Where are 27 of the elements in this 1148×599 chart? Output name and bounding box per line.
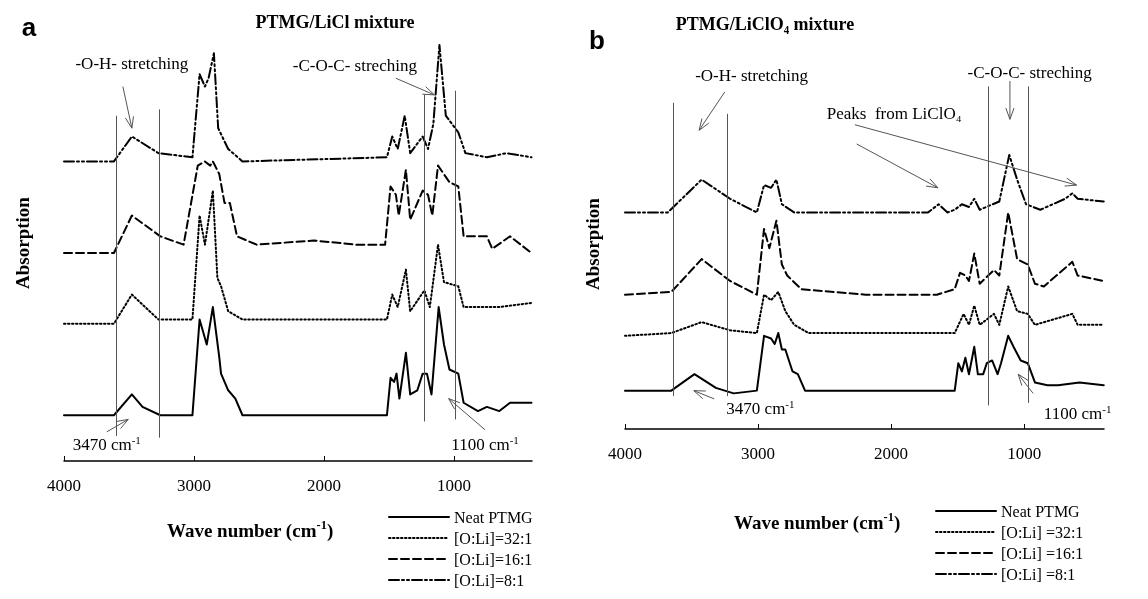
text: Peaks from LiClO₄ xyxy=(826,104,962,124)
x-tick-label: 2000 xyxy=(307,476,341,495)
legend-label: [O:Li]=16:1 xyxy=(454,550,533,568)
x-tick-label: 4000 xyxy=(608,444,642,463)
legend-label: [O:Li] =8:1 xyxy=(1001,565,1076,583)
x-tick-label: 2000 xyxy=(874,444,909,463)
chart-title: PTMG/LiCl mixture xyxy=(255,12,415,32)
annotation: -C-O-C- streching xyxy=(292,56,418,76)
legend-label: [O:Li] =16:1 xyxy=(1001,544,1084,562)
legend-label: Neat PTMG xyxy=(454,508,534,526)
y-axis-title: Absorption xyxy=(581,197,603,290)
x-tick-label: 3000 xyxy=(177,476,211,495)
y-axis-title: Absorption xyxy=(11,196,33,289)
annotation: -O-H- stretching xyxy=(75,54,189,74)
chart-title: PTMG/LiClO₄ mixture xyxy=(675,14,855,34)
legend-label: [O:Li] =32:1 xyxy=(1001,523,1084,541)
x-tick-label: 1000 xyxy=(437,476,471,495)
x-tick-label: 3000 xyxy=(741,444,776,463)
text: -O-H- stretching xyxy=(695,65,809,85)
text: -C-O-C- streching xyxy=(967,63,1093,83)
x-tick-label: 4000 xyxy=(47,476,81,495)
legend-label: [O:Li]=8:1 xyxy=(454,571,525,589)
text: a xyxy=(21,12,37,42)
legend-label: Neat PTMG xyxy=(1001,502,1081,520)
legend-label: [O:Li]=32:1 xyxy=(454,529,533,547)
x-tick-label: 1000 xyxy=(1007,444,1042,463)
text: b xyxy=(589,25,605,55)
